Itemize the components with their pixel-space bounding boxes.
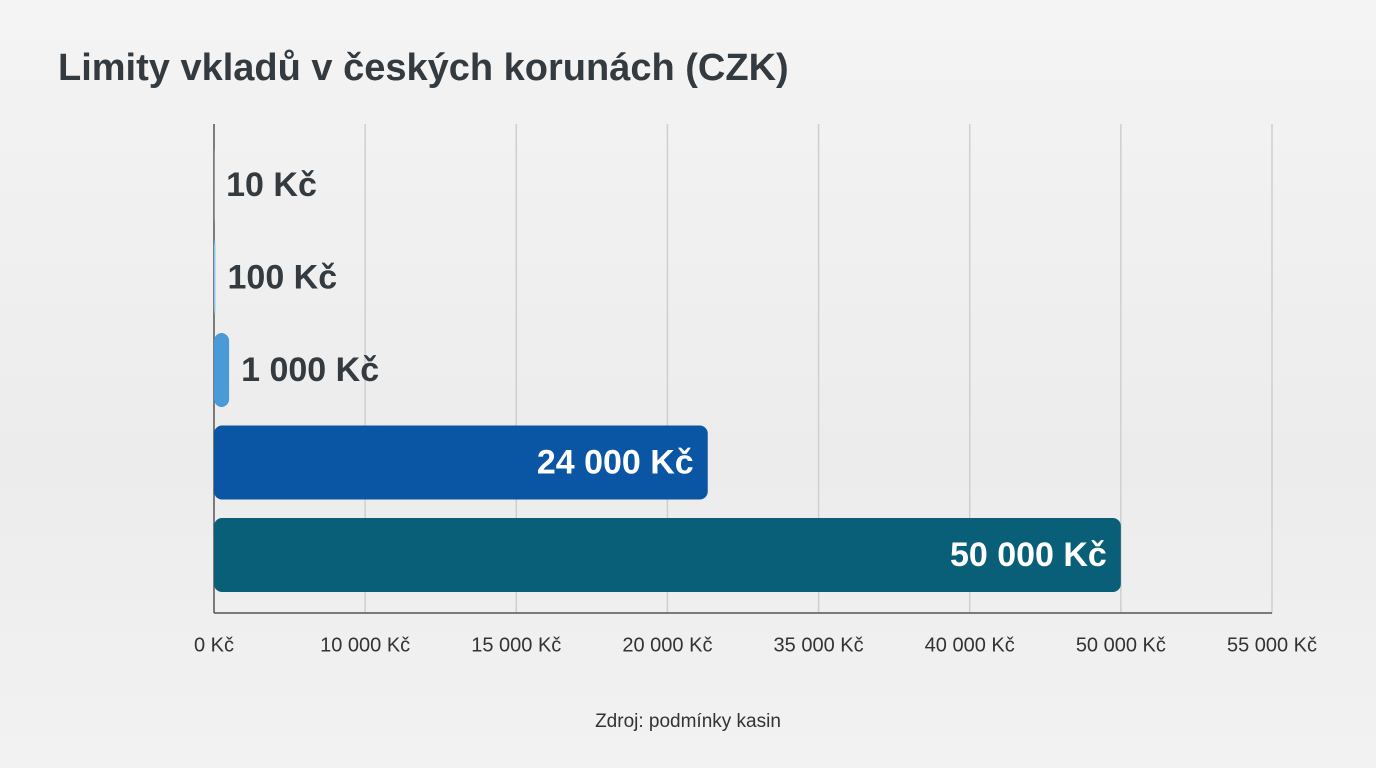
bar [214,148,215,222]
value-label: 100 Kč [228,258,338,296]
bar [214,333,230,407]
value-label: 1 000 Kč [241,351,379,389]
x-tick-label: 40 000 Kč [925,634,1015,656]
bar [214,425,708,500]
value-label: 50 000 Kč [950,536,1107,574]
x-tick-label: 0 Kč [194,634,234,656]
chart-title: Limity vkladů v českých korunách (CZK) [58,47,789,89]
x-tick-label: 10 000 Kč [320,634,410,656]
value-label: 24 000 Kč [537,443,694,481]
value-label: 10 Kč [226,166,317,204]
source-note: Zdroj: podmínky kasin [595,711,781,732]
x-tick-label: 35 000 Kč [774,634,864,656]
x-tick-label: 50 000 Kč [1076,634,1166,656]
bar [214,240,216,315]
x-tick-label: 55 000 Kč [1227,634,1317,656]
bar [214,518,1121,592]
x-tick-label: 20 000 Kč [622,634,712,656]
x-tick-label: 15 000 Kč [471,634,561,656]
